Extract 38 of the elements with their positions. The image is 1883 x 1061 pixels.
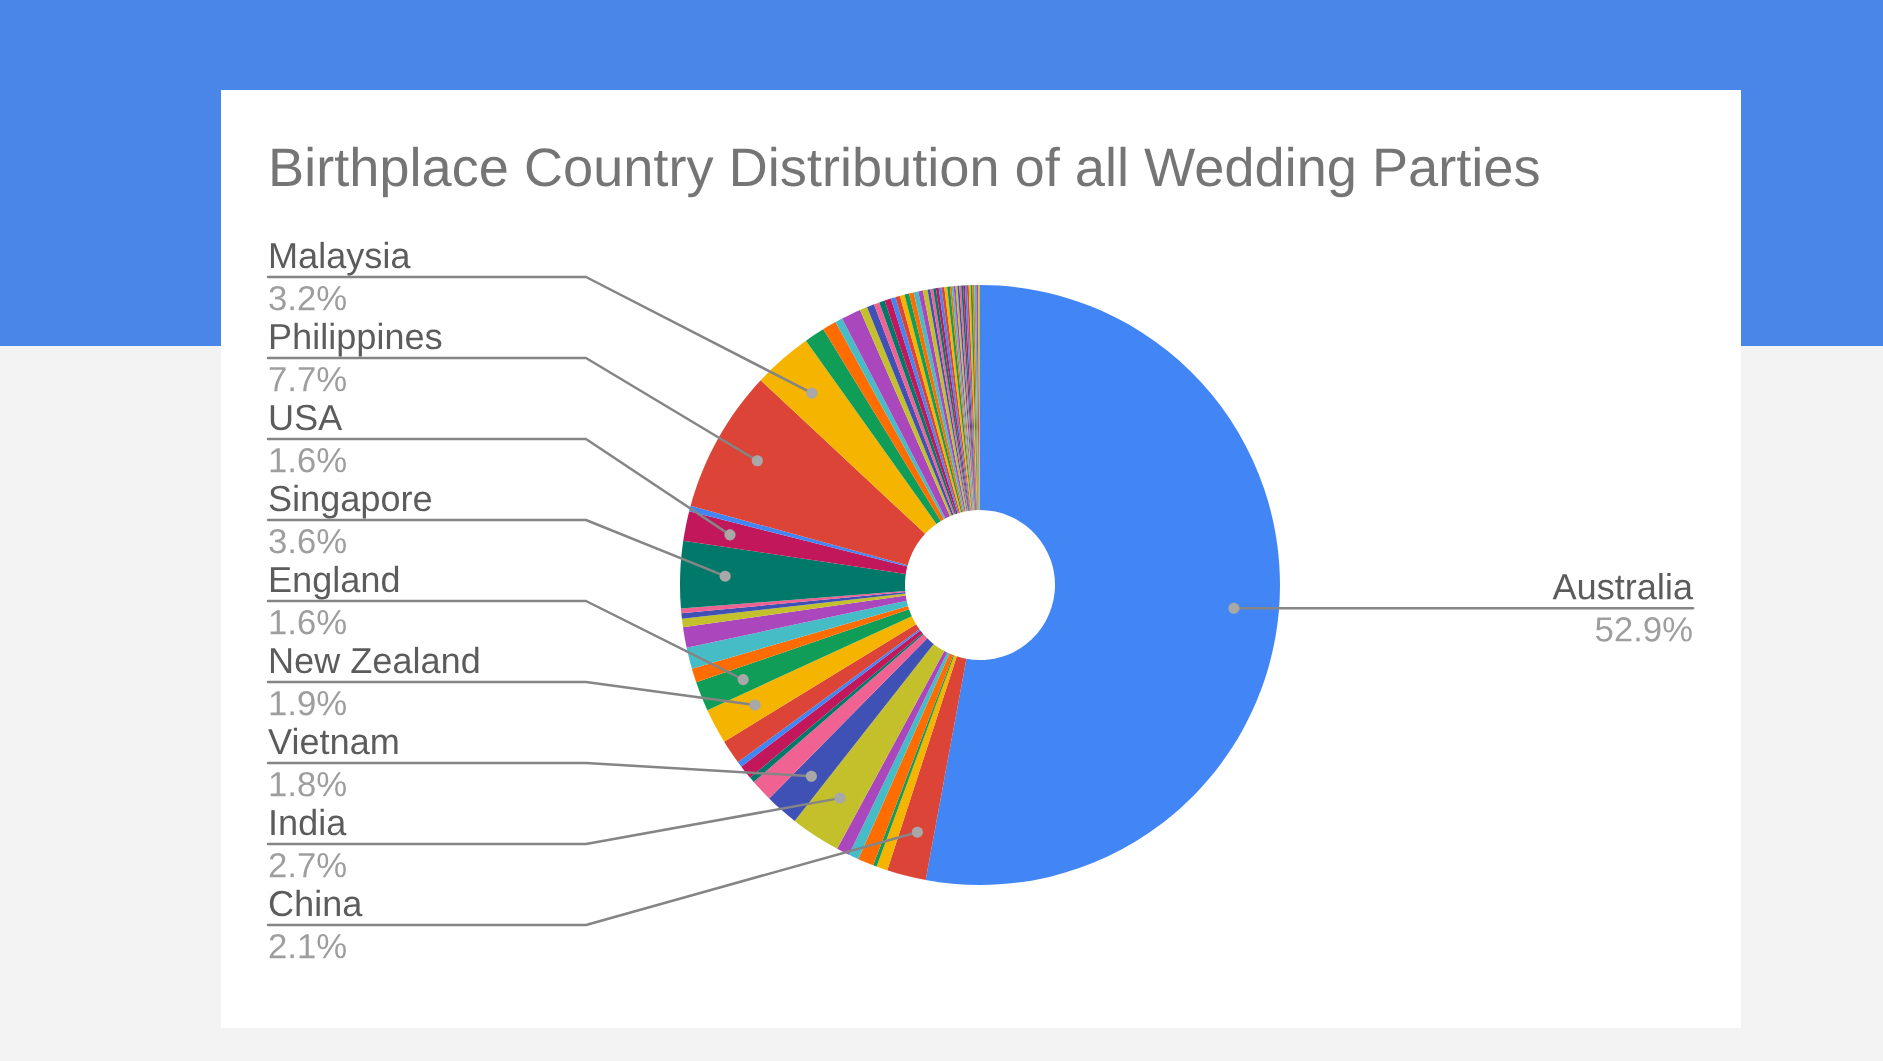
- data-label: 3.2%: [269, 285, 346, 311]
- donut-slice: [696, 609, 912, 711]
- donut-slice: [858, 653, 954, 866]
- data-label: 2.1%: [269, 933, 346, 959]
- data-label: 1.6%: [270, 609, 346, 635]
- slice-label: England: [270, 565, 399, 600]
- donut-slice: [680, 590, 906, 614]
- slice-label: Singapore: [269, 484, 432, 519]
- donut-slice: [707, 616, 917, 742]
- slice-label: Philippines: [270, 322, 442, 357]
- donut-slice: [769, 638, 934, 821]
- donut-slice: [681, 593, 906, 628]
- slice-label: New Zealand: [270, 646, 479, 674]
- data-label: 7.7%: [269, 367, 346, 392]
- slice-label: Vietnam: [268, 727, 398, 755]
- donut-slice: [805, 329, 941, 524]
- data-label: 1.6%: [270, 447, 346, 473]
- data-label: 1.9%: [270, 690, 346, 716]
- donut-slice: [683, 511, 908, 574]
- donut-slice: [686, 600, 908, 669]
- slice-label: USA: [270, 404, 343, 431]
- slice-label: Malaysia: [270, 241, 411, 276]
- slice-label: India: [271, 808, 347, 836]
- donut-slice: [681, 592, 906, 619]
- donut-slice: [690, 380, 926, 566]
- donut-slice: [682, 595, 907, 648]
- data-label: 3.6%: [269, 528, 346, 554]
- data-label: 52.9%: [1595, 617, 1692, 642]
- slice-label: Australia: [1552, 573, 1693, 600]
- chart-title: Birthplace Country Distribution of all Wedding Parties: [272, 146, 1539, 198]
- slice-label: China: [269, 889, 363, 917]
- donut-slice: [760, 340, 937, 534]
- donut-slice: [680, 540, 906, 609]
- data-label: 2.7%: [269, 852, 346, 878]
- donut-slice: [925, 285, 1280, 885]
- data-label: 1.8%: [270, 771, 346, 797]
- donut-slice: [887, 656, 967, 881]
- donut-slice: [794, 643, 945, 849]
